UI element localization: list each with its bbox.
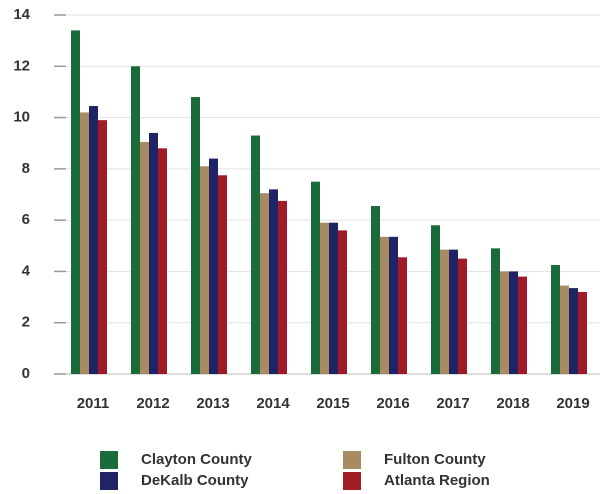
legend-label: Atlanta Region bbox=[384, 472, 490, 489]
bar bbox=[80, 112, 89, 374]
bar bbox=[251, 135, 260, 374]
y-tick-label: 2 bbox=[22, 314, 30, 331]
bar bbox=[389, 236, 398, 374]
y-tick-label: 10 bbox=[13, 109, 30, 126]
legend-label: Fulton County bbox=[384, 451, 486, 468]
bar bbox=[260, 193, 269, 374]
x-tick-label: 2011 bbox=[77, 395, 110, 412]
bar bbox=[371, 206, 380, 374]
y-tick-label: 4 bbox=[22, 262, 31, 279]
bar bbox=[269, 189, 278, 374]
x-tick-label: 2013 bbox=[196, 395, 229, 412]
y-tick-label: 6 bbox=[22, 211, 30, 228]
legend-label: DeKalb County bbox=[141, 472, 249, 489]
bar bbox=[311, 181, 320, 374]
legend-swatch bbox=[343, 472, 361, 490]
bar bbox=[209, 158, 218, 374]
y-tick-label: 12 bbox=[13, 57, 30, 74]
legend-swatch bbox=[100, 472, 118, 490]
legend-swatch bbox=[343, 451, 361, 469]
bar bbox=[578, 291, 587, 374]
bar bbox=[329, 222, 338, 374]
x-tick-label: 2019 bbox=[556, 395, 589, 412]
bar bbox=[509, 271, 518, 374]
bar bbox=[518, 276, 527, 374]
legend-label: Clayton County bbox=[141, 451, 252, 468]
y-tick-label: 0 bbox=[22, 365, 30, 382]
bar bbox=[440, 249, 449, 374]
bar bbox=[71, 30, 80, 375]
x-tick-label: 2012 bbox=[136, 395, 169, 412]
x-tick-label: 2018 bbox=[496, 395, 529, 412]
legend-swatch bbox=[100, 451, 118, 469]
x-tick-label: 2017 bbox=[436, 395, 469, 412]
y-tick-label: 8 bbox=[22, 160, 30, 177]
x-tick-label: 2016 bbox=[376, 395, 409, 412]
bar bbox=[278, 200, 287, 374]
bar bbox=[140, 141, 149, 374]
bar bbox=[431, 225, 440, 374]
bar bbox=[458, 258, 467, 374]
bar bbox=[449, 249, 458, 374]
x-tick-label: 2014 bbox=[256, 395, 290, 412]
bar bbox=[191, 97, 200, 375]
bar bbox=[380, 236, 389, 374]
bar bbox=[500, 271, 509, 374]
bar bbox=[491, 248, 500, 374]
bar bbox=[320, 222, 329, 374]
bar bbox=[131, 66, 140, 375]
bar bbox=[158, 148, 167, 374]
bar bbox=[149, 132, 158, 374]
bar bbox=[560, 285, 569, 374]
bar bbox=[98, 120, 107, 374]
bar bbox=[218, 175, 227, 374]
bar bbox=[200, 166, 209, 374]
bar bbox=[569, 288, 578, 374]
bar bbox=[398, 257, 407, 374]
y-tick-label: 14 bbox=[13, 6, 30, 23]
bar bbox=[89, 106, 98, 375]
bar bbox=[338, 230, 347, 374]
x-tick-label: 2015 bbox=[316, 395, 349, 412]
bar bbox=[551, 265, 560, 374]
